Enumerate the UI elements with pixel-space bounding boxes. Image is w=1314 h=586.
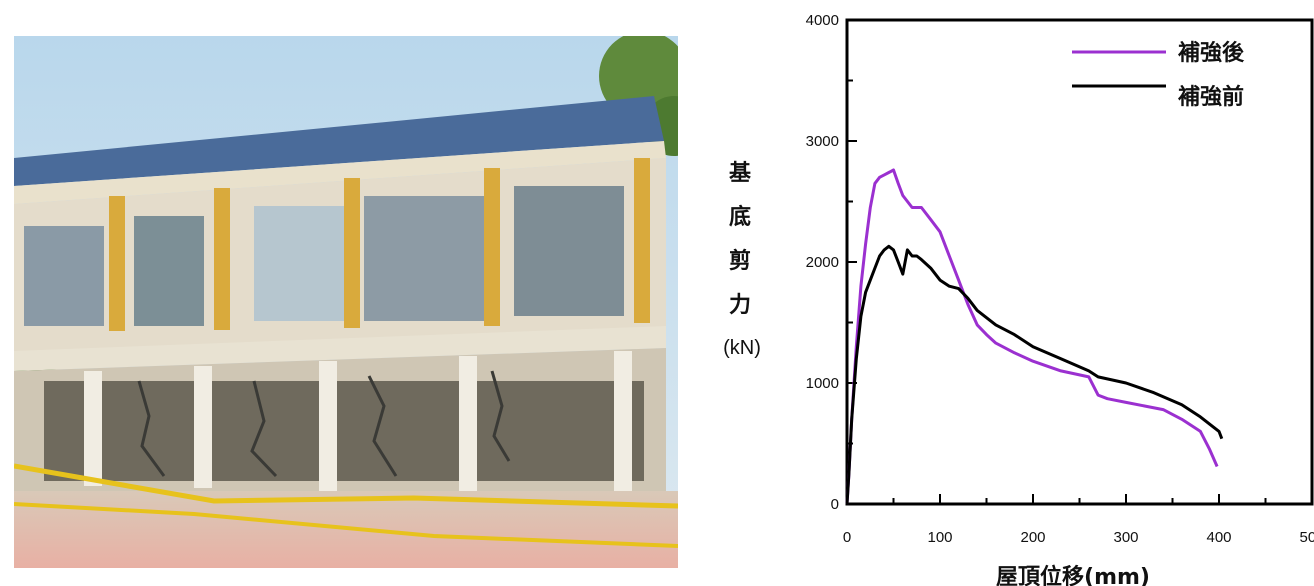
legend: 補強後 補強前: [1072, 40, 1245, 110]
y-label-char: 力: [729, 293, 751, 318]
series-line-before: [845, 244, 1224, 505]
photo-column: [84, 371, 102, 486]
photo-column: [484, 168, 500, 326]
legend-label-after: 補強後: [1177, 40, 1245, 66]
x-tick-label: 500: [1299, 529, 1314, 546]
x-tick-label: 200: [1020, 529, 1045, 546]
x-tick-label: 300: [1113, 529, 1138, 546]
photo-column: [109, 196, 125, 331]
photo-caution-tape: [14, 502, 678, 548]
photo-column: [344, 178, 360, 328]
tick-labels: 0 100 200 300 400 500 0 1000 2000 3000 4000: [806, 12, 1314, 546]
x-tick-label: 100: [927, 529, 952, 546]
photo-window: [254, 206, 344, 321]
photo-interior: [44, 381, 644, 481]
y-tick-label: 2000: [806, 254, 839, 271]
photo-crack: [250, 380, 278, 478]
x-tick-label: 400: [1206, 529, 1231, 546]
y-tick-label: 0: [831, 496, 839, 513]
photo-window: [134, 216, 204, 326]
y-label-char: 基: [729, 161, 752, 186]
photo-column: [614, 351, 632, 496]
damaged-building-photo: [14, 36, 678, 568]
photo-caution-tape: [14, 463, 678, 509]
photo-window: [364, 196, 484, 321]
photo-column: [319, 361, 337, 491]
shear-displacement-chart: 0 100 200 300 400 500 0 1000 2000 3000 4000 基 底 剪 …: [723, 12, 1314, 586]
y-tick-label: 3000: [806, 133, 839, 150]
photo-column: [194, 366, 212, 488]
photo-column: [634, 158, 650, 323]
y-tick-label: 4000: [806, 12, 839, 29]
photo-window: [24, 226, 104, 326]
tick-marks: [846, 19, 1313, 505]
legend-label-before: 補強前: [1177, 84, 1244, 110]
photo-roof: [14, 96, 664, 186]
photo-column: [459, 356, 477, 496]
y-label-char: 剪: [729, 248, 751, 274]
photo-crack: [137, 380, 166, 477]
y-label-unit: (kN): [723, 337, 761, 359]
photo-window: [514, 186, 624, 316]
x-axis-label: 屋頂位移(mm): [996, 564, 1150, 586]
y-tick-label: 1000: [806, 375, 839, 392]
y-label-char: 底: [729, 204, 751, 230]
photo-crack: [367, 375, 398, 477]
x-tick-label: 0: [843, 529, 851, 546]
y-axis-label: 基 底 剪 力 (kN): [723, 161, 761, 359]
data-series: [845, 168, 1224, 505]
photo-roof-edge: [14, 141, 666, 204]
series-line-after: [845, 168, 1219, 505]
photo-column: [214, 188, 230, 330]
photo-crack: [490, 370, 511, 462]
photo-floor-slab: [14, 326, 666, 371]
